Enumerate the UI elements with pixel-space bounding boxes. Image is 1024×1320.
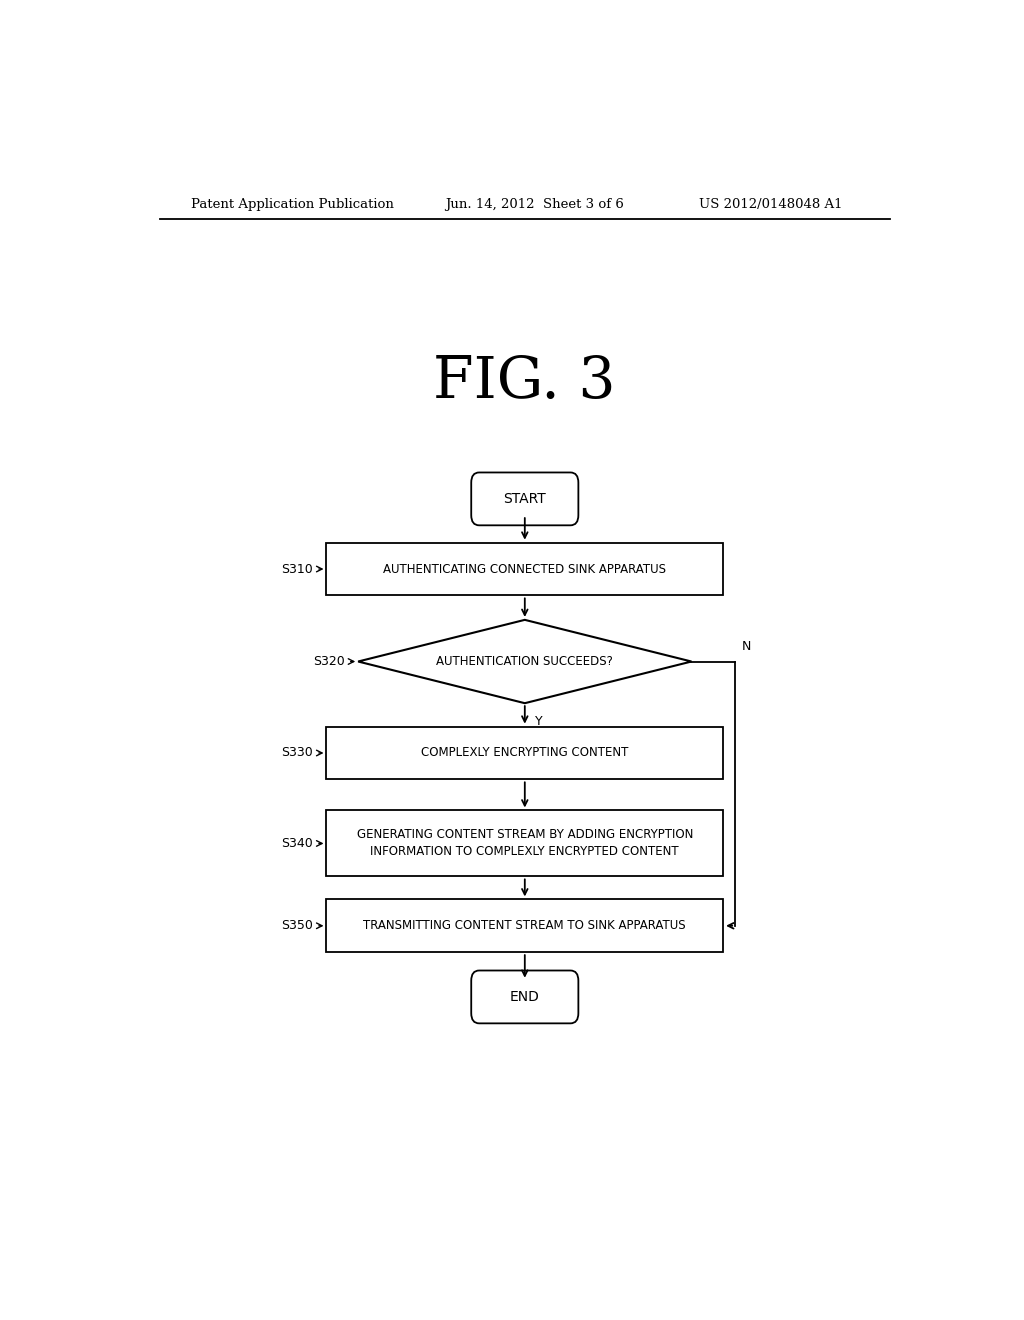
Text: COMPLEXLY ENCRYPTING CONTENT: COMPLEXLY ENCRYPTING CONTENT: [421, 747, 629, 759]
Bar: [327, 810, 723, 876]
Text: Y: Y: [536, 715, 543, 729]
Bar: [327, 726, 723, 779]
Text: S320: S320: [313, 655, 345, 668]
Text: GENERATING CONTENT STREAM BY ADDING ENCRYPTION
INFORMATION TO COMPLEXLY ENCRYPTE: GENERATING CONTENT STREAM BY ADDING ENCR…: [356, 829, 693, 858]
Text: AUTHENTICATING CONNECTED SINK APPARATUS: AUTHENTICATING CONNECTED SINK APPARATUS: [383, 562, 667, 576]
Text: END: END: [510, 990, 540, 1005]
Text: S350: S350: [281, 919, 313, 932]
FancyBboxPatch shape: [471, 970, 579, 1023]
Polygon shape: [358, 620, 691, 704]
Text: S330: S330: [282, 747, 313, 759]
Bar: [327, 899, 723, 952]
Text: FIG. 3: FIG. 3: [433, 354, 616, 411]
Text: US 2012/0148048 A1: US 2012/0148048 A1: [699, 198, 843, 211]
Text: TRANSMITTING CONTENT STREAM TO SINK APPARATUS: TRANSMITTING CONTENT STREAM TO SINK APPA…: [364, 919, 686, 932]
FancyBboxPatch shape: [471, 473, 579, 525]
Text: Patent Application Publication: Patent Application Publication: [191, 198, 394, 211]
Text: S310: S310: [282, 562, 313, 576]
Text: S340: S340: [282, 837, 313, 850]
Text: Jun. 14, 2012  Sheet 3 of 6: Jun. 14, 2012 Sheet 3 of 6: [445, 198, 625, 211]
Text: START: START: [504, 492, 546, 506]
Text: N: N: [741, 640, 751, 653]
Text: AUTHENTICATION SUCCEEDS?: AUTHENTICATION SUCCEEDS?: [436, 655, 613, 668]
Bar: [327, 543, 723, 595]
